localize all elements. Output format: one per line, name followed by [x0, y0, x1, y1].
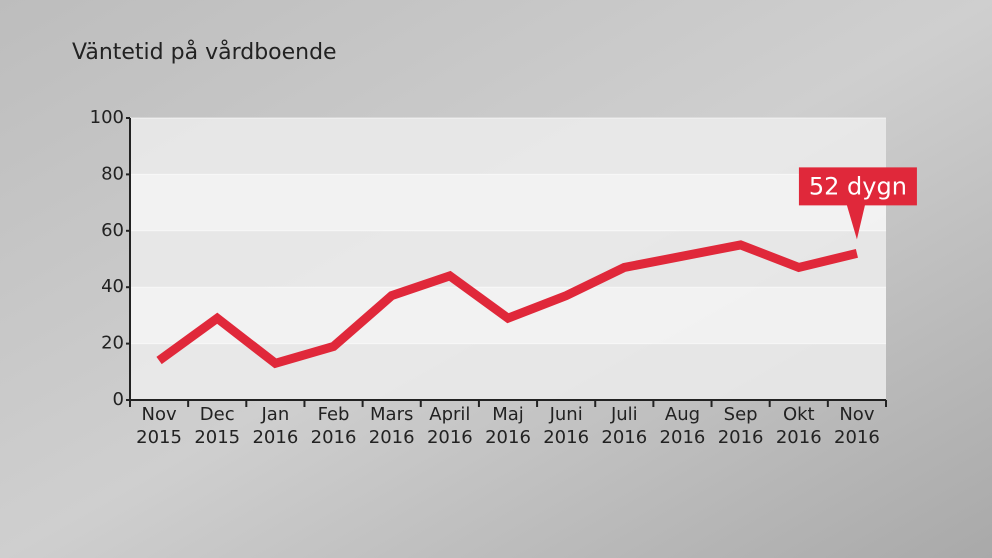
- x-tick-label: Feb: [318, 404, 350, 425]
- x-tick-label: 2016: [776, 427, 822, 448]
- x-tick-label: 2016: [543, 427, 589, 448]
- x-tick-label: 2016: [660, 427, 706, 448]
- chart-title: Väntetid på vårdboende: [72, 39, 337, 65]
- y-tick-label: 60: [101, 220, 124, 241]
- x-tick-label: Okt: [783, 404, 815, 425]
- y-tick-label: 100: [90, 107, 124, 128]
- x-tick-label: 2016: [834, 427, 880, 448]
- x-tick-label: Dec: [200, 404, 235, 425]
- x-tick-label: 2016: [718, 427, 764, 448]
- x-tick-label: 2016: [369, 427, 415, 448]
- x-tick-label: Mars: [370, 404, 413, 425]
- y-tick-label: 20: [101, 333, 124, 354]
- x-tick-label: April: [429, 404, 470, 425]
- x-tick-label: 2015: [136, 427, 182, 448]
- y-tick-label: 80: [101, 163, 124, 184]
- y-tick-label: 0: [113, 389, 124, 410]
- annotation-box: [798, 167, 917, 240]
- x-tick-label: Juni: [549, 404, 583, 425]
- line: [156, 240, 858, 369]
- x-tick-label: Maj: [492, 404, 524, 425]
- annotation-text: 52 dygn: [809, 172, 907, 200]
- x-tick-label: 2016: [427, 427, 473, 448]
- x-tick-label: 2016: [601, 427, 647, 448]
- x-tick-label: Sep: [724, 404, 758, 425]
- grid-band: [130, 174, 886, 231]
- y-tick-label: 40: [101, 276, 124, 297]
- x-tick-label: Juli: [610, 404, 638, 425]
- x-tick-label: Jan: [261, 404, 290, 425]
- x-tick-label: 2016: [311, 427, 357, 448]
- x-tick-label: Nov: [839, 404, 874, 425]
- x-tick-label: 2016: [485, 427, 531, 448]
- x-tick-label: Nov: [142, 404, 177, 425]
- x-tick-label: Aug: [665, 404, 700, 425]
- x-tick-label: 2016: [252, 427, 298, 448]
- x-tick-label: 2015: [194, 427, 240, 448]
- annotation: 52 dygn: [798, 167, 917, 240]
